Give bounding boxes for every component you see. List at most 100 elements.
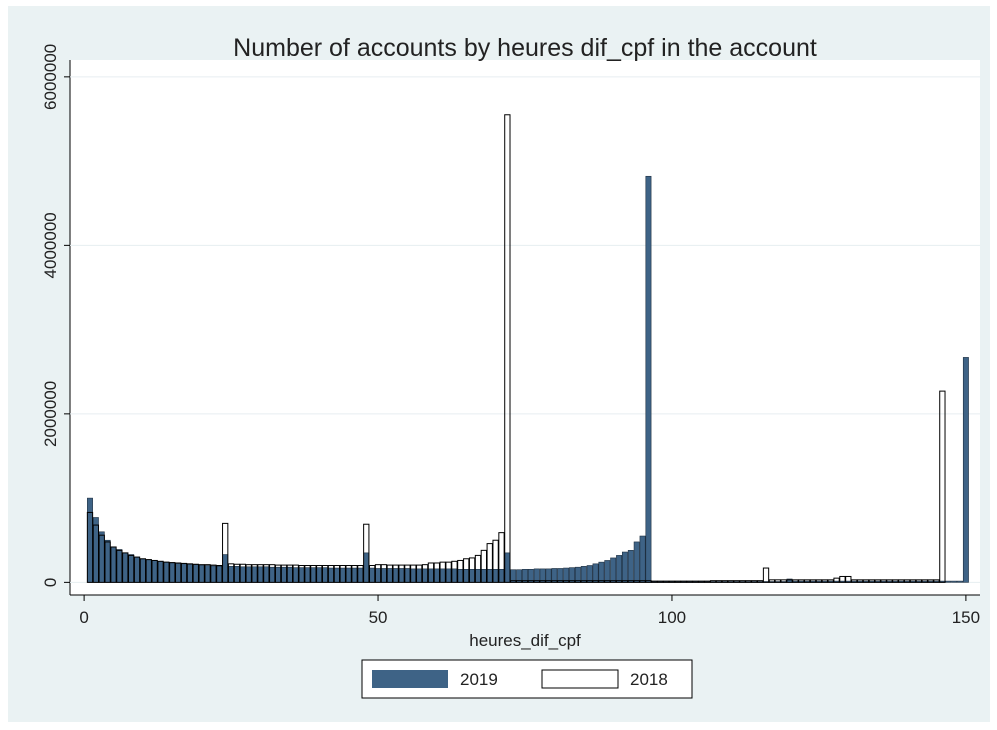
bar [386, 568, 393, 583]
bar [480, 569, 487, 583]
bar [592, 580, 599, 583]
bar [216, 565, 223, 583]
bar [445, 561, 452, 583]
bar [86, 511, 94, 583]
bar [645, 580, 652, 583]
bar [945, 580, 952, 583]
bar [457, 569, 464, 583]
chart-title: Number of accounts by heures dif_cpf in … [233, 34, 817, 62]
bar [751, 580, 758, 583]
bar [198, 564, 205, 583]
bar [186, 563, 193, 583]
bar [627, 580, 634, 583]
bar [422, 568, 429, 583]
bar [804, 579, 811, 583]
bar [298, 565, 305, 583]
bar [380, 564, 388, 583]
bar [880, 579, 887, 583]
bar [392, 568, 399, 583]
bar [574, 580, 582, 583]
bar [333, 565, 341, 583]
bar [498, 532, 505, 583]
y-tick-label: 6000000 [41, 44, 60, 110]
bar [228, 566, 235, 583]
bar [586, 565, 593, 583]
bar [304, 567, 311, 583]
bar [363, 523, 370, 583]
bar [316, 567, 323, 583]
bar [657, 580, 664, 583]
bar [604, 580, 611, 583]
bar [327, 565, 335, 583]
bar [163, 561, 170, 583]
bar [227, 563, 235, 583]
bar [169, 562, 176, 583]
bar [369, 565, 376, 583]
bar [369, 567, 376, 583]
bar [274, 564, 282, 583]
bar [639, 535, 646, 583]
bar [392, 564, 399, 583]
legend-label: 2018 [630, 670, 668, 689]
bar [457, 559, 464, 583]
bar [398, 568, 405, 583]
bar [239, 563, 246, 583]
bar [480, 549, 487, 583]
bar [233, 563, 241, 583]
bar [580, 580, 587, 583]
bar [933, 579, 940, 583]
bar [139, 558, 147, 583]
bar [563, 580, 570, 583]
bar [475, 569, 481, 583]
bar [421, 564, 429, 583]
bar [328, 567, 334, 583]
bar [521, 580, 529, 583]
bar [621, 580, 629, 583]
bar [568, 580, 576, 583]
bar [363, 552, 370, 583]
bar [269, 566, 276, 583]
bar [157, 560, 164, 583]
bar [263, 566, 270, 583]
x-axis-label: heures_dif_cpf [469, 631, 581, 650]
bar [662, 580, 670, 583]
bar [798, 579, 805, 583]
bar [539, 580, 546, 583]
bar [374, 564, 382, 583]
bar [210, 565, 217, 583]
bar [639, 580, 646, 583]
bar [698, 580, 705, 583]
bar [316, 565, 323, 583]
bar [280, 564, 288, 583]
bar [222, 522, 229, 583]
bar [633, 580, 640, 583]
bar [527, 580, 535, 583]
bar [122, 552, 129, 583]
bar [110, 546, 117, 583]
bar [792, 579, 799, 583]
bar [245, 564, 252, 583]
bar [774, 579, 781, 583]
bar [181, 563, 187, 583]
bar [815, 579, 823, 583]
y-tick-label: 4000000 [41, 212, 60, 278]
bar [586, 580, 593, 583]
bar [762, 567, 770, 583]
bar [962, 357, 969, 583]
bar [451, 560, 458, 583]
bar [292, 564, 299, 583]
bar [780, 579, 787, 583]
bar [621, 551, 628, 583]
x-tick-label: 50 [369, 608, 388, 627]
bar [469, 569, 476, 583]
bar [275, 566, 282, 583]
bar [604, 560, 611, 583]
bar [727, 580, 734, 583]
bar [357, 567, 364, 583]
bar [198, 564, 205, 583]
bar [245, 566, 252, 583]
bar [915, 579, 923, 583]
bar [957, 580, 963, 583]
bar [668, 580, 676, 583]
